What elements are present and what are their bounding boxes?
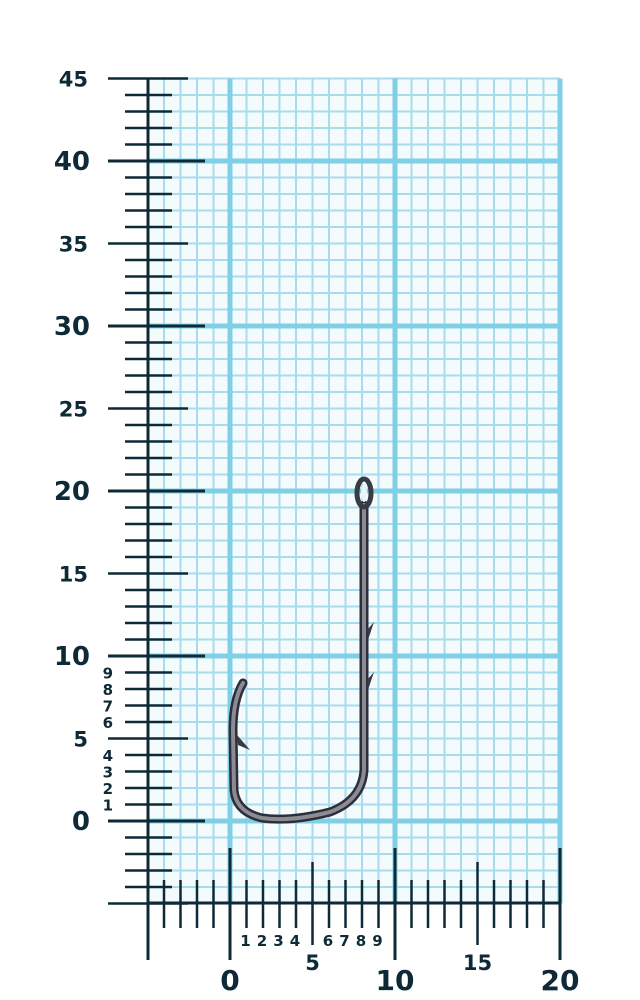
vertical-label-mid: 15 xyxy=(59,563,88,587)
horizontal-label-fine: 7 xyxy=(339,932,349,950)
vertical-label-fine: 3 xyxy=(103,764,113,782)
horizontal-label-mid: 15 xyxy=(463,951,492,975)
vertical-label-major: 10 xyxy=(54,642,90,672)
horizontal-label-fine: 2 xyxy=(257,932,267,950)
horizontal-label-mid: 5 xyxy=(305,951,320,975)
vertical-label-fine: 9 xyxy=(103,665,113,683)
vertical-label-fine: 6 xyxy=(103,714,113,732)
horizontal-label-fine: 4 xyxy=(290,932,300,950)
horizontal-label-fine: 1 xyxy=(240,932,250,950)
vertical-label-fine: 7 xyxy=(103,698,113,716)
vertical-label-mid: 35 xyxy=(59,233,88,257)
vertical-label-major: 20 xyxy=(54,477,90,507)
vertical-label-fine: 4 xyxy=(103,747,113,765)
vertical-label-major: 0 xyxy=(72,807,90,837)
horizontal-label-major: 10 xyxy=(376,964,415,997)
horizontal-label-major: 20 xyxy=(541,964,580,997)
rulers xyxy=(108,77,562,960)
horizontal-label-major: 0 xyxy=(220,964,239,997)
fishing-hook-icon xyxy=(228,476,374,824)
vertical-label-fine: 1 xyxy=(103,797,113,815)
grid-lines xyxy=(146,77,563,905)
vertical-label-mid: 25 xyxy=(59,398,88,422)
vertical-label-major: 40 xyxy=(54,147,90,177)
vertical-label-fine: 8 xyxy=(103,681,113,699)
vertical-label-mid: 45 xyxy=(59,68,88,92)
vertical-label-mid: 5 xyxy=(73,728,88,752)
horizontal-label-fine: 9 xyxy=(372,932,382,950)
horizontal-label-fine: 8 xyxy=(356,932,366,950)
horizontal-label-fine: 3 xyxy=(273,932,283,950)
vertical-label-major: 30 xyxy=(54,312,90,342)
vertical-label-fine: 2 xyxy=(103,780,113,798)
horizontal-label-fine: 6 xyxy=(323,932,333,950)
